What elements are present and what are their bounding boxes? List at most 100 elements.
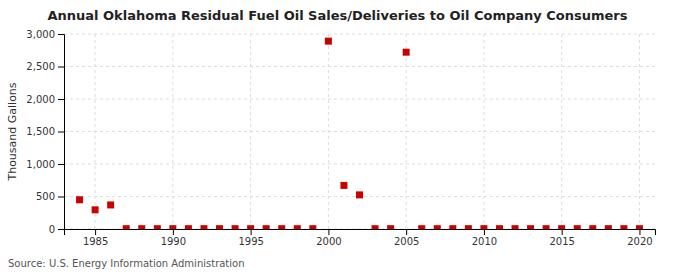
- y-axis-label: Thousand Gallons: [6, 82, 19, 181]
- point: [512, 225, 519, 229]
- point: [480, 225, 487, 229]
- axis-line: [65, 230, 656, 236]
- tick-label: 2000: [316, 236, 341, 247]
- tick-mark: [58, 197, 64, 198]
- tick-label: 1990: [161, 236, 186, 247]
- point: [169, 225, 176, 229]
- source: Source: U.S. Energy Information Administ…: [8, 258, 245, 269]
- tick-label: 2,500: [26, 61, 55, 72]
- point: [372, 225, 379, 229]
- tick: 1985: [83, 229, 108, 247]
- point: [589, 225, 596, 229]
- tick-label: 2015: [549, 236, 574, 247]
- point: [309, 225, 316, 229]
- point: [418, 225, 425, 229]
- grid-line: [561, 34, 562, 229]
- y-axis: 0 500 1,000 1,500 2,000 2,500 3,000: [26, 29, 64, 235]
- tick-mark: [173, 229, 174, 235]
- tick-mark: [58, 99, 64, 100]
- point: [232, 225, 239, 229]
- grid-line: [64, 164, 655, 165]
- tick: 2,500: [26, 61, 64, 72]
- x-axis: 1985 1990 1995 2000 2005 2010 2015 2020: [65, 229, 656, 247]
- point: [636, 225, 643, 229]
- tick-mark: [58, 229, 64, 230]
- tick-mark: [58, 132, 64, 133]
- point: [574, 225, 581, 229]
- tick-mark: [58, 67, 64, 68]
- point: [434, 225, 441, 229]
- point: [527, 225, 534, 229]
- point: [76, 196, 83, 203]
- tick: 1,500: [26, 126, 64, 137]
- tick-label: 1,000: [26, 159, 55, 170]
- tick-mark: [406, 229, 407, 235]
- point: [247, 225, 254, 229]
- tick-label: 2005: [394, 236, 419, 247]
- tick: 500: [36, 191, 64, 202]
- tick-label: 2010: [472, 236, 497, 247]
- point: [138, 225, 145, 229]
- plot: 1985 1990 1995 2000 2005 2010 2015 2020 0 500 1,00…: [26, 29, 655, 247]
- tick-mark: [251, 229, 252, 235]
- point: [620, 225, 627, 229]
- tick-label: 500: [36, 191, 55, 202]
- point: [356, 191, 363, 198]
- grid-line: [639, 34, 640, 229]
- point: [278, 225, 285, 229]
- point: [123, 225, 130, 229]
- tick-label: 2020: [627, 236, 652, 247]
- point: [216, 225, 223, 229]
- point: [403, 49, 410, 56]
- point: [496, 225, 503, 229]
- grid-line: [95, 34, 96, 229]
- grid: [64, 34, 655, 229]
- point: [107, 201, 114, 208]
- tick-label: 1995: [238, 236, 263, 247]
- tick-label: 1,500: [26, 126, 55, 137]
- tick-label: 0: [49, 224, 55, 235]
- grid-line: [64, 66, 655, 67]
- tick: 0: [49, 224, 64, 235]
- point: [387, 225, 394, 229]
- tick: 2005: [394, 229, 419, 247]
- title: Annual Oklahoma Residual Fuel Oil Sales/…: [47, 8, 627, 23]
- tick: 1995: [238, 229, 263, 247]
- tick-mark: [484, 229, 485, 235]
- grid-line: [64, 131, 655, 132]
- grid-line: [64, 99, 655, 100]
- tick-mark: [95, 229, 96, 235]
- tick-mark: [328, 229, 329, 235]
- point: [543, 225, 550, 229]
- tick: 1,000: [26, 159, 64, 170]
- point: [558, 225, 565, 229]
- point: [340, 182, 347, 189]
- tick-mark: [562, 229, 563, 235]
- tick: 2000: [316, 229, 341, 247]
- tick: 1990: [161, 229, 186, 247]
- point: [154, 225, 161, 229]
- tick-mark: [58, 34, 64, 35]
- tick-mark: [639, 229, 640, 235]
- point: [465, 225, 472, 229]
- points: [76, 38, 643, 229]
- grid-line: [250, 34, 251, 229]
- point: [605, 225, 612, 229]
- grid-line: [328, 34, 329, 229]
- point: [325, 38, 332, 45]
- grid-line: [483, 34, 484, 229]
- grid-line: [64, 34, 655, 35]
- point: [263, 225, 270, 229]
- point: [200, 225, 207, 229]
- chart: 1985 1990 1995 2000 2005 2010 2015 2020 0 500 1,00…: [0, 0, 675, 275]
- point: [449, 225, 456, 229]
- tick-label: 3,000: [26, 29, 55, 40]
- tick: 2015: [549, 229, 574, 247]
- tick-mark: [58, 164, 64, 165]
- point: [92, 206, 99, 213]
- axis-line: [58, 35, 65, 230]
- tick-label: 2,000: [26, 94, 55, 105]
- point: [294, 225, 301, 229]
- tick: 3,000: [26, 29, 64, 40]
- point: [185, 225, 192, 229]
